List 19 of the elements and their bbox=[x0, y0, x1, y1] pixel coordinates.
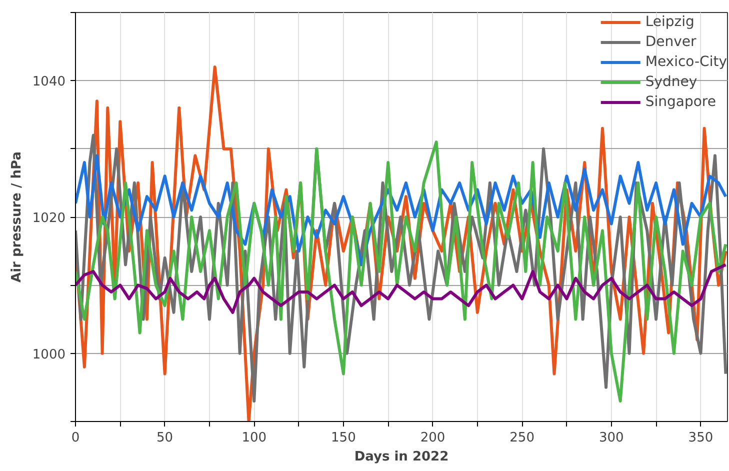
y-tick-label: 1020 bbox=[32, 211, 66, 226]
line-series bbox=[76, 263, 728, 314]
x-tick-label: 300 bbox=[598, 430, 624, 446]
y-tick-label: 1040 bbox=[32, 74, 66, 90]
legend-label: Denver bbox=[645, 34, 696, 50]
legend-label: Singapore bbox=[645, 94, 716, 110]
legend-label: Sydney bbox=[645, 74, 698, 90]
x-tick-label: 0 bbox=[71, 430, 80, 446]
x-tick-label: 200 bbox=[420, 430, 446, 446]
x-tick-label: 100 bbox=[242, 430, 267, 446]
x-axis-title: Days in 2022 bbox=[354, 450, 449, 464]
x-tick-label: 50 bbox=[156, 430, 174, 446]
x-tick-label: 150 bbox=[331, 430, 356, 446]
y-axis-title: Air pressure / hPa bbox=[9, 152, 24, 282]
x-tick-label: 250 bbox=[510, 430, 534, 446]
y-tick-label: 1000 bbox=[32, 347, 66, 362]
legend-label: Leipzig bbox=[645, 14, 694, 30]
legend-label: Mexico-City bbox=[645, 54, 727, 70]
x-tick-label: 350 bbox=[688, 430, 714, 446]
